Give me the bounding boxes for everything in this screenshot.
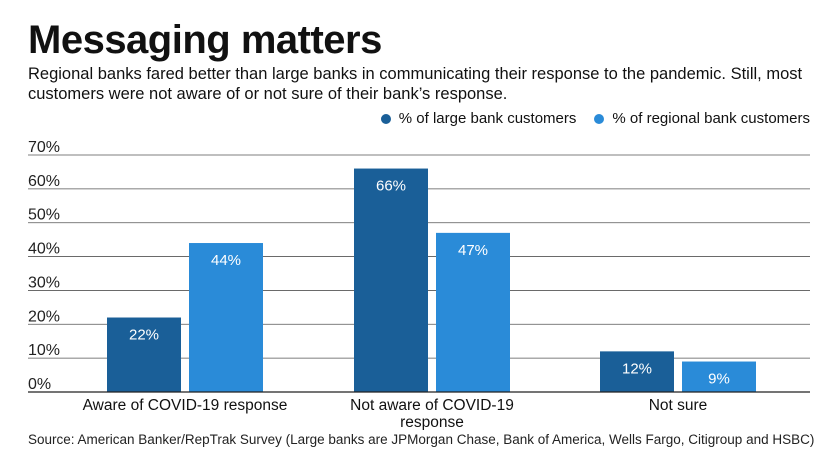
data-label: 66% <box>376 178 406 195</box>
bar-large <box>107 317 181 392</box>
y-tick-label: 70% <box>28 139 60 156</box>
legend-item-regional: % of regional bank customers <box>594 110 810 127</box>
data-label: 9% <box>708 371 730 388</box>
source-note: Source: American Banker/RepTrak Survey (… <box>28 432 815 447</box>
bar-regional <box>436 232 510 392</box>
bar-chart: 0% 10% 20% 30% 40% 50% 60% 70% 22% 66% 12% 44% 47% 9%… <box>28 139 810 430</box>
y-tick-label: 20% <box>28 308 60 325</box>
data-label: 12% <box>622 360 652 377</box>
y-tick-label: 10% <box>28 342 60 359</box>
x-category-label: Not aware of COVID-19 <box>350 397 514 414</box>
y-tick-label: 30% <box>28 274 60 291</box>
legend-swatch-large <box>380 113 391 124</box>
chart-legend: % of large bank customers % of regional … <box>363 110 810 127</box>
y-tick-label: 50% <box>28 207 60 224</box>
legend-item-large: % of large bank customers <box>380 110 577 127</box>
legend-swatch-regional <box>594 113 605 124</box>
data-label: 44% <box>211 252 241 269</box>
bar-regional <box>682 361 756 392</box>
x-category-label: response <box>400 414 464 430</box>
y-tick-label: 0% <box>28 376 51 393</box>
legend-label-large: % of large bank customers <box>398 110 577 127</box>
bar-regional <box>189 243 263 392</box>
legend-label-regional: % of regional bank customers <box>612 110 810 127</box>
data-label: 22% <box>129 327 159 344</box>
y-tick-label: 60% <box>28 173 60 190</box>
y-tick-label: 40% <box>28 241 60 258</box>
bar-large <box>354 168 428 392</box>
chart-title: Messaging matters <box>28 18 382 62</box>
x-category-label: Aware of COVID-19 response <box>83 397 288 414</box>
x-category-label: Not sure <box>649 397 708 414</box>
bar-large <box>600 351 674 392</box>
chart-subtitle: Regional banks fared better than large b… <box>28 65 803 103</box>
data-label: 47% <box>458 242 488 259</box>
